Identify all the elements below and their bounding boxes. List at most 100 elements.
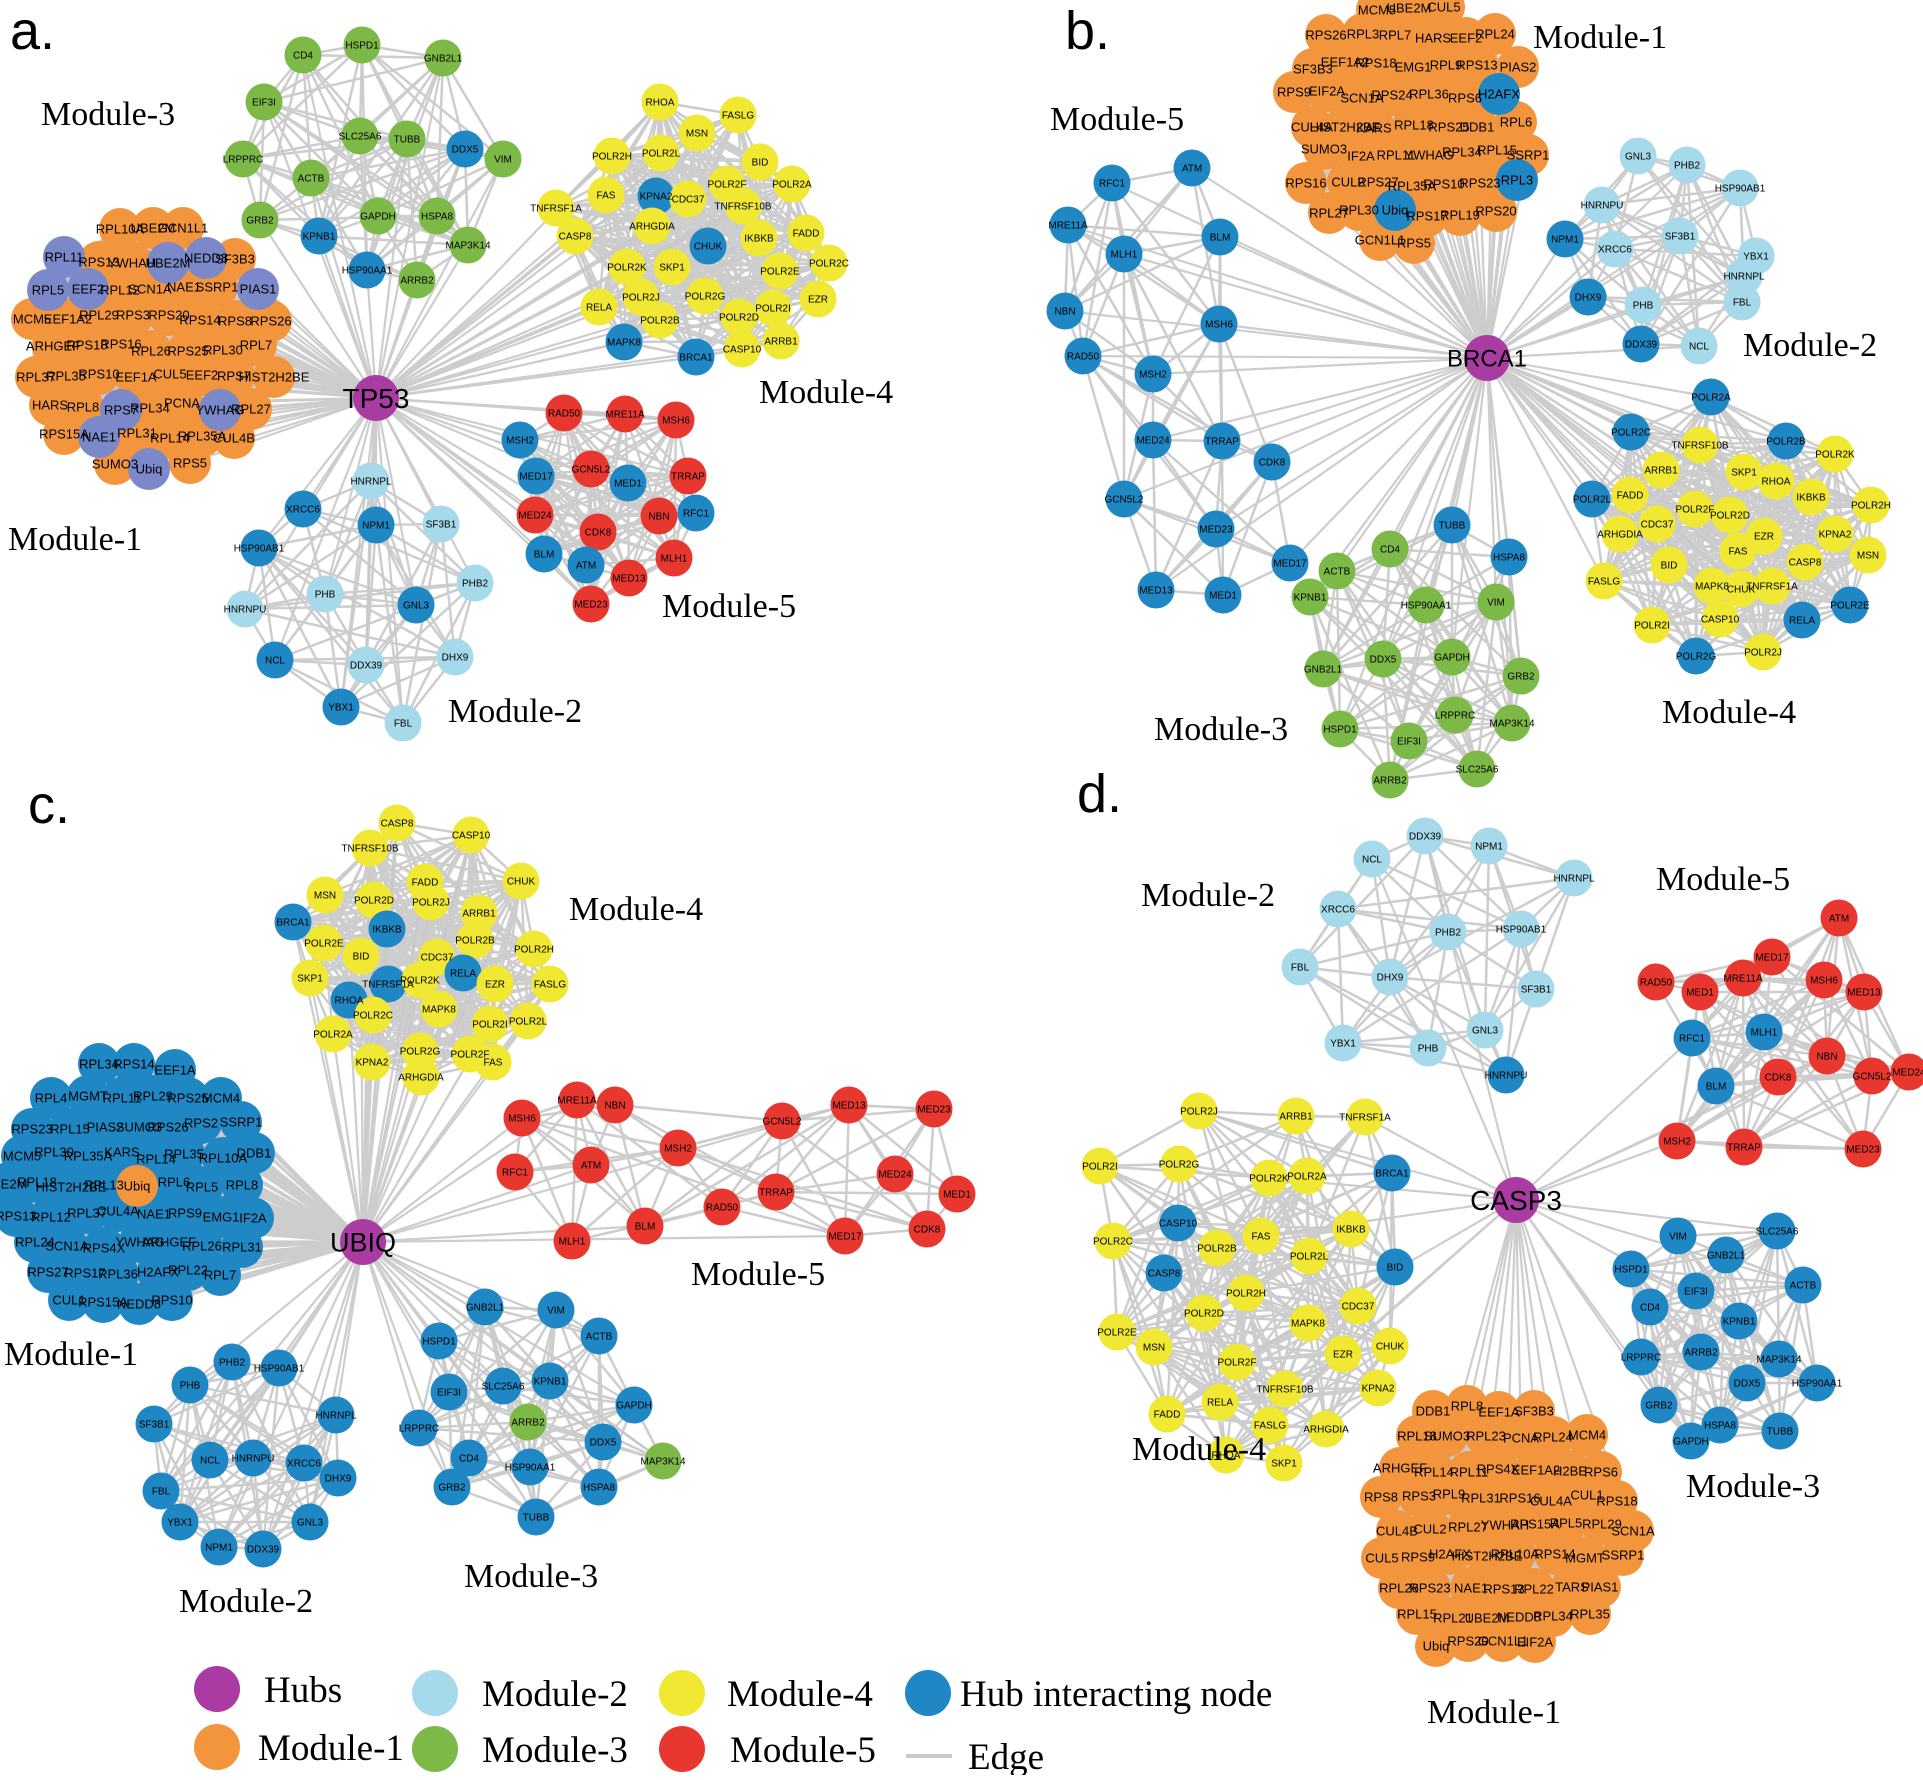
svg-text:POLR2D: POLR2D <box>1184 1309 1224 1320</box>
svg-text:LRPPRC: LRPPRC <box>1435 711 1476 722</box>
svg-text:NPM1: NPM1 <box>205 1543 233 1554</box>
svg-text:SF3B1: SF3B1 <box>1521 985 1552 996</box>
svg-text:SUMO3: SUMO3 <box>1301 142 1347 157</box>
svg-text:Module-3: Module-3 <box>482 1730 628 1771</box>
svg-text:NBN: NBN <box>1816 1052 1837 1063</box>
svg-text:RPL10A: RPL10A <box>1491 1547 1540 1562</box>
svg-text:GNB2L1: GNB2L1 <box>466 1303 505 1314</box>
svg-text:MED17: MED17 <box>1755 953 1789 964</box>
svg-text:Module-4: Module-4 <box>1662 694 1796 731</box>
svg-text:MAP3K14: MAP3K14 <box>640 1457 685 1468</box>
svg-text:HSPD1: HSPD1 <box>1614 1265 1648 1276</box>
svg-text:BRCA1: BRCA1 <box>679 353 713 364</box>
svg-text:MED23: MED23 <box>1199 525 1233 536</box>
svg-text:IF2A: IF2A <box>1347 149 1375 164</box>
svg-text:RPL11: RPL11 <box>45 250 84 265</box>
svg-text:MED13: MED13 <box>612 574 646 585</box>
svg-text:RPL34: RPL34 <box>1533 1609 1573 1624</box>
svg-text:POLR2J: POLR2J <box>622 293 660 304</box>
svg-text:POLR2F: POLR2F <box>1218 1358 1257 1369</box>
svg-text:RPS8: RPS8 <box>218 314 252 329</box>
svg-text:POLR2F: POLR2F <box>708 180 747 191</box>
svg-text:MSH2: MSH2 <box>506 436 534 447</box>
svg-text:MED17: MED17 <box>519 472 553 483</box>
svg-text:POLR2C: POLR2C <box>809 259 849 270</box>
svg-text:RPL8: RPL8 <box>226 1178 259 1193</box>
svg-text:SLC25A6: SLC25A6 <box>339 132 382 143</box>
svg-text:ARRB2: ARRB2 <box>511 1418 545 1429</box>
svg-text:Module-2: Module-2 <box>1743 327 1877 364</box>
svg-text:RPL7: RPL7 <box>240 338 273 353</box>
svg-text:MGMT: MGMT <box>1565 1551 1605 1566</box>
svg-text:FBL: FBL <box>394 719 413 730</box>
svg-text:Module-2: Module-2 <box>179 1583 313 1620</box>
svg-text:GAPDH: GAPDH <box>1434 653 1470 664</box>
svg-text:ATM: ATM <box>581 1161 601 1172</box>
svg-text:RPL30: RPL30 <box>203 343 243 358</box>
svg-text:XRCC6: XRCC6 <box>287 1459 321 1470</box>
svg-text:CDK8: CDK8 <box>1259 458 1286 469</box>
svg-text:POLR2E: POLR2E <box>1830 601 1870 612</box>
svg-text:CASP8: CASP8 <box>381 819 414 830</box>
svg-text:DDX39: DDX39 <box>350 661 383 672</box>
svg-text:Module-5: Module-5 <box>1656 861 1790 898</box>
svg-text:GNL3: GNL3 <box>1625 152 1652 163</box>
svg-text:TP53: TP53 <box>343 383 410 414</box>
svg-text:POLR2G: POLR2G <box>1159 1160 1200 1171</box>
svg-text:CUL4B: CUL4B <box>213 431 255 446</box>
svg-text:BLM: BLM <box>1210 233 1231 244</box>
svg-text:Module-3: Module-3 <box>1686 1468 1820 1505</box>
svg-text:RPS10: RPS10 <box>151 1293 192 1308</box>
svg-text:Module-2: Module-2 <box>448 693 582 730</box>
svg-text:Ubiq: Ubiq <box>1382 203 1409 218</box>
svg-text:GNB2L1: GNB2L1 <box>1707 1251 1746 1262</box>
svg-text:NPM1: NPM1 <box>362 521 390 532</box>
svg-text:YWHAG: YWHAG <box>195 403 244 418</box>
svg-text:HSP90AA1: HSP90AA1 <box>1792 1379 1843 1390</box>
svg-text:Module-2: Module-2 <box>1141 877 1275 914</box>
svg-text:PHB2: PHB2 <box>1674 161 1701 172</box>
svg-text:RPL36: RPL36 <box>98 1267 138 1282</box>
svg-text:CD4: CD4 <box>293 51 313 62</box>
svg-text:RPL30: RPL30 <box>1339 203 1379 218</box>
svg-text:HNRNPL: HNRNPL <box>1553 874 1595 885</box>
svg-text:TNFRSF10B: TNFRSF10B <box>341 844 399 855</box>
svg-text:Ubiq: Ubiq <box>136 462 163 477</box>
svg-text:Module-5: Module-5 <box>730 1730 876 1771</box>
svg-text:GRB2: GRB2 <box>438 1483 466 1494</box>
svg-text:PIAS1: PIAS1 <box>240 282 277 297</box>
svg-text:RHOA: RHOA <box>1762 477 1791 488</box>
svg-text:DHX9: DHX9 <box>1575 293 1602 304</box>
svg-text:HSPA8: HSPA8 <box>1704 1421 1736 1432</box>
svg-text:ARRB2: ARRB2 <box>400 276 434 287</box>
svg-text:NCL: NCL <box>1362 855 1382 866</box>
svg-text:MED23: MED23 <box>574 600 608 611</box>
svg-text:SUMO3: SUMO3 <box>92 457 138 472</box>
svg-text:MAP3K14: MAP3K14 <box>1756 1355 1801 1366</box>
svg-text:RPS10: RPS10 <box>78 367 119 382</box>
svg-text:CD4: CD4 <box>459 1454 479 1465</box>
svg-text:EIF3I: EIF3I <box>1684 1287 1708 1298</box>
svg-text:POLR2I: POLR2I <box>755 304 791 315</box>
svg-text:RPL3: RPL3 <box>1347 27 1380 42</box>
svg-text:ACTB: ACTB <box>586 1332 613 1343</box>
svg-text:POLR2A: POLR2A <box>313 1030 353 1041</box>
svg-text:RFC1: RFC1 <box>683 509 710 520</box>
svg-text:GNB2L1: GNB2L1 <box>424 54 463 65</box>
svg-text:CDK8: CDK8 <box>585 528 612 539</box>
svg-text:HSPD1: HSPD1 <box>1323 725 1357 736</box>
svg-text:BLM: BLM <box>1706 1082 1727 1093</box>
svg-text:NBN: NBN <box>604 1101 625 1112</box>
svg-text:CASP3: CASP3 <box>1470 1185 1562 1216</box>
svg-text:FAS: FAS <box>484 1058 503 1069</box>
svg-text:FADD: FADD <box>1617 491 1644 502</box>
svg-text:HSP90AB1: HSP90AB1 <box>254 1364 305 1375</box>
svg-text:Edge: Edge <box>968 1737 1044 1775</box>
svg-text:POLR2E: POLR2E <box>1097 1328 1137 1339</box>
svg-text:RFC1: RFC1 <box>1679 1034 1706 1045</box>
svg-text:KPNA2: KPNA2 <box>640 192 673 203</box>
svg-text:POLR2G: POLR2G <box>400 1047 441 1058</box>
svg-text:HNRNPU: HNRNPU <box>224 605 267 616</box>
svg-text:IKBKB: IKBKB <box>372 925 402 936</box>
svg-text:TRRAP: TRRAP <box>759 1188 793 1199</box>
